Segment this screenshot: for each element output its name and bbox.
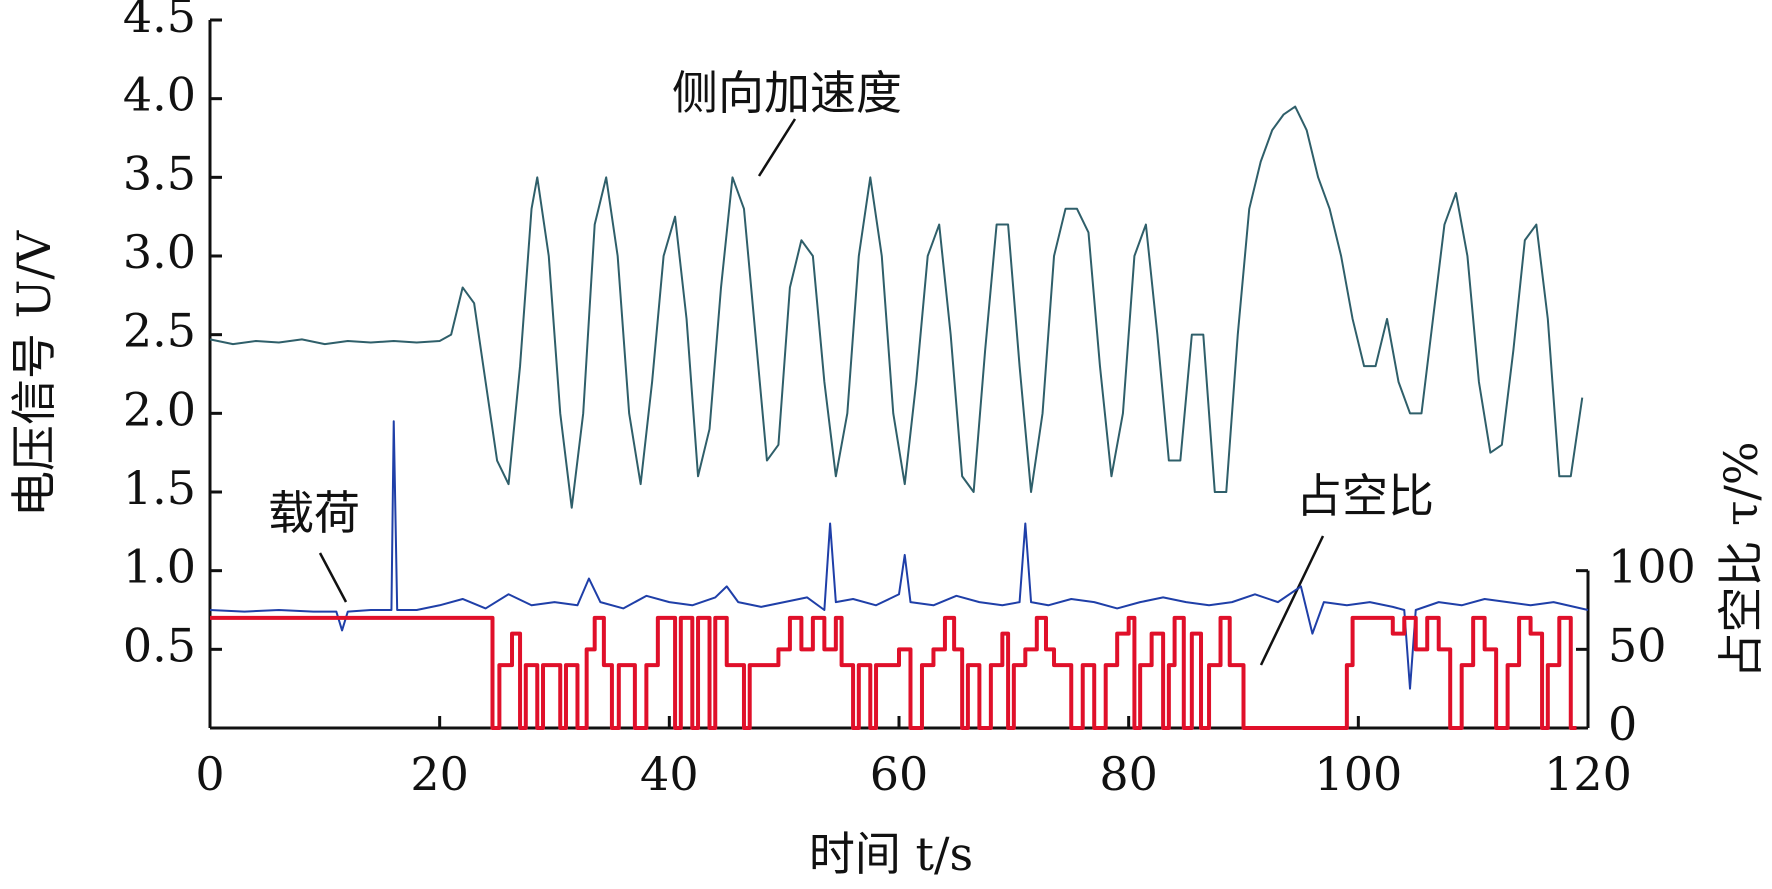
x-tick-label: 100 [1314, 747, 1402, 801]
y-tick-label: 3.5 [123, 146, 196, 200]
y-tick-label: 0.5 [123, 618, 196, 672]
y2-tick-label: 50 [1608, 618, 1667, 672]
y-tick-label: 3.0 [123, 225, 196, 279]
y2-tick-label: 0 [1608, 697, 1637, 751]
leader-line [1259, 535, 1325, 666]
y2-tick-label: 100 [1608, 540, 1696, 594]
y-tick-label: 1.5 [123, 461, 196, 515]
y-tick-label: 2.5 [123, 304, 196, 358]
y-tick-label: 4.5 [123, 0, 196, 43]
y-tick-label: 4.0 [123, 68, 196, 122]
x-tick-label: 60 [870, 747, 929, 801]
data-line [209, 420, 1589, 690]
y-tick-label: 2.0 [123, 382, 196, 436]
y-tick-label: 1.0 [123, 540, 196, 594]
leader-line [318, 552, 348, 603]
x-tick-label: 20 [410, 747, 469, 801]
data-line [210, 615, 1577, 730]
x-tick-label: 120 [1544, 747, 1632, 801]
y2-axis-label: 占空比 τ/% [1714, 441, 1768, 678]
x-tick-label: 80 [1099, 747, 1158, 801]
data-line [209, 105, 1584, 509]
annotation: 侧向加速度 [672, 66, 902, 120]
x-axis-label: 时间 t/s [809, 827, 973, 881]
x-tick-label: 0 [195, 747, 224, 801]
y-axis-label: 电压信号 U/V [7, 230, 61, 517]
annotation: 占空比 [1296, 469, 1434, 523]
leader-line [757, 118, 797, 177]
annotation: 载荷 [268, 486, 360, 540]
x-tick-label: 40 [640, 747, 699, 801]
